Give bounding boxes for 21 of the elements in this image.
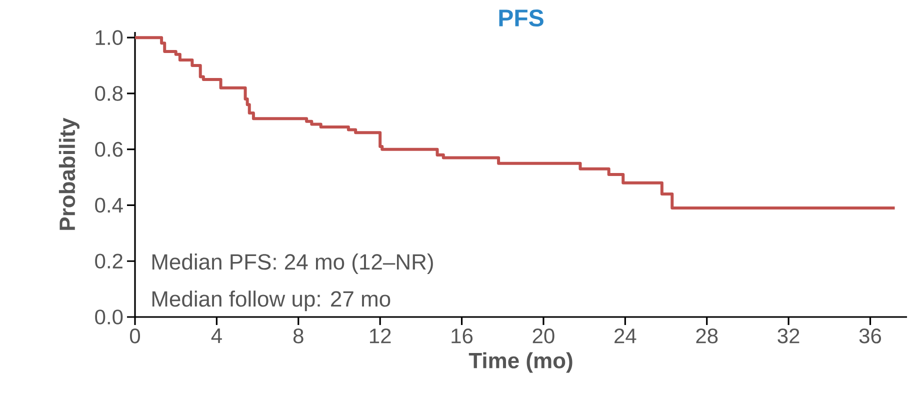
y-tick-label: 0.4 — [95, 198, 123, 213]
y-tick-label: 0.6 — [95, 142, 123, 157]
x-tick-label: 24 — [614, 328, 636, 344]
x-tick-label: 12 — [370, 328, 391, 344]
x-tick-label: 28 — [696, 328, 718, 344]
x-tick-label: 20 — [532, 328, 554, 344]
chart-title: PFS — [499, 10, 544, 26]
y-axis-title: Probability — [58, 118, 80, 230]
annotation: Median PFS: 24 mo (12–NR) — [152, 254, 433, 274]
x-tick-label: 4 — [211, 328, 222, 343]
y-tick-label: 0.2 — [95, 254, 122, 269]
y-tick-label: 1.0 — [96, 30, 123, 46]
y-tick-label: 0.8 — [95, 86, 123, 101]
x-tick-label: 8 — [293, 328, 304, 344]
y-tick-label: 0.0 — [95, 310, 123, 324]
x-tick-label: 0 — [130, 328, 140, 344]
x-tick-label: 16 — [452, 328, 473, 344]
annotation: Median follow up: 27 mo — [152, 290, 390, 312]
x-tick-label: 36 — [859, 328, 881, 344]
x-tick-label: 32 — [778, 328, 800, 344]
x-axis-title: Time (mo) — [468, 352, 572, 373]
